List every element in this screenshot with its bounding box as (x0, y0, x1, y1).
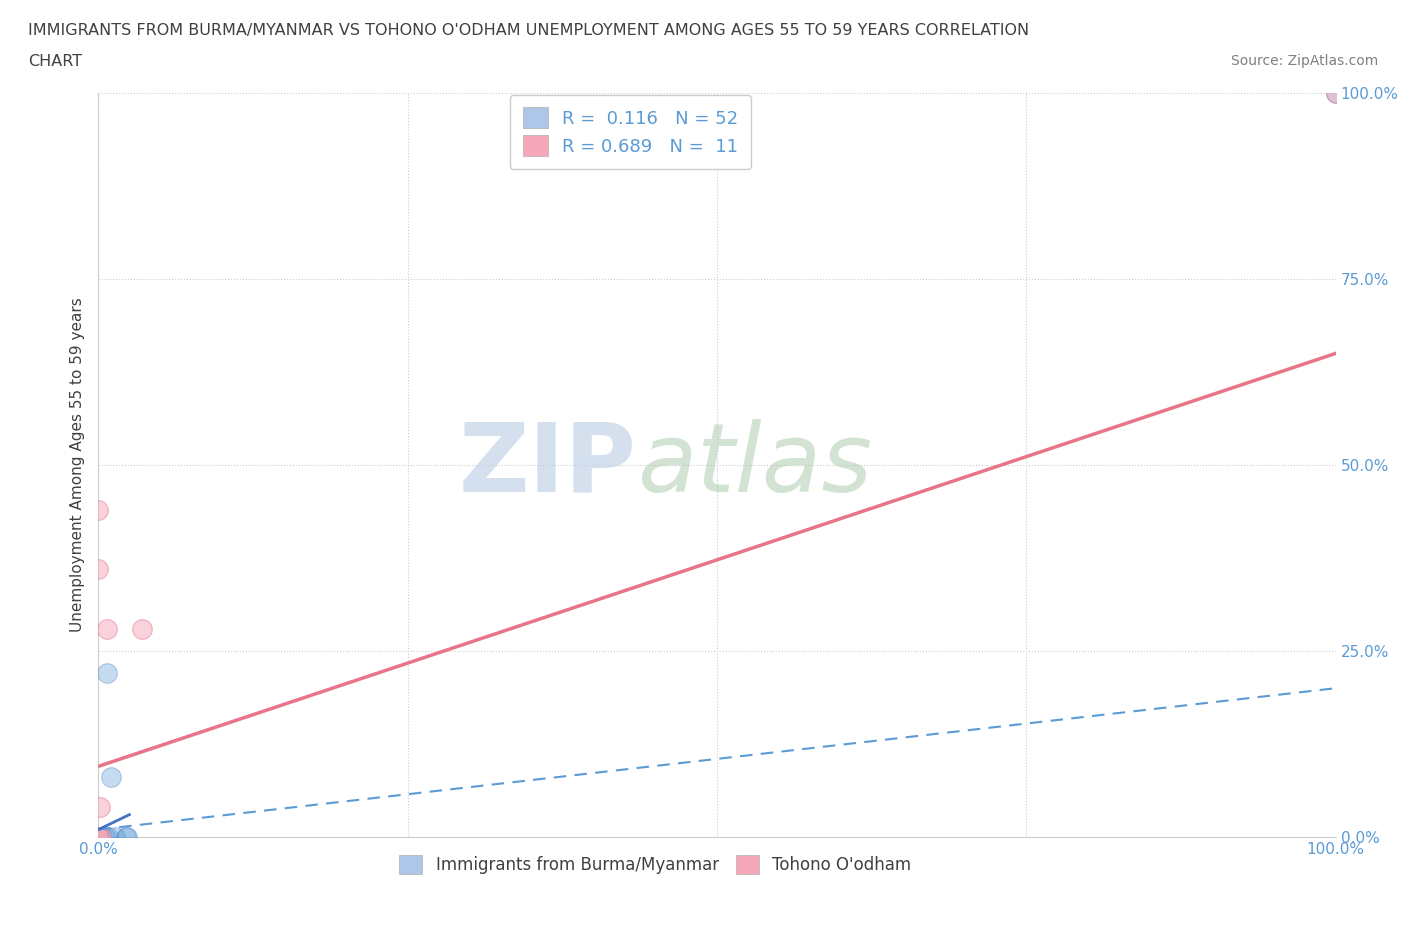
Point (96, 666, 118, 681)
Point (87, 830, 110, 844)
Point (87, 830, 110, 844)
Point (89, 800, 111, 815)
Point (87, 830, 110, 844)
Point (87, 830, 110, 844)
Point (87, 562, 110, 577)
Point (87, 830, 110, 844)
Text: IMMIGRANTS FROM BURMA/MYANMAR VS TOHONO O'ODHAM UNEMPLOYMENT AMONG AGES 55 TO 59: IMMIGRANTS FROM BURMA/MYANMAR VS TOHONO … (28, 23, 1029, 38)
Point (1324, 86, 1347, 100)
Point (87, 830, 110, 844)
Point (87, 830, 110, 844)
Point (87, 830, 110, 844)
Point (87, 830, 110, 844)
Text: ZIP: ZIP (458, 418, 637, 512)
Point (87, 830, 110, 844)
Y-axis label: Unemployment Among Ages 55 to 59 years: Unemployment Among Ages 55 to 59 years (69, 298, 84, 632)
Point (100, 770, 122, 785)
Point (87, 830, 110, 844)
Point (87, 830, 110, 844)
Point (87, 830, 110, 844)
Point (93, 830, 115, 844)
Point (115, 830, 138, 844)
Point (87, 830, 110, 844)
Point (87, 830, 110, 844)
Point (87, 830, 110, 844)
Point (87, 830, 110, 844)
Point (87, 830, 110, 844)
Point (87, 830, 110, 844)
Point (87, 830, 110, 844)
Point (87, 830, 110, 844)
Point (131, 621, 153, 636)
Point (87, 830, 110, 844)
Point (87, 502, 110, 517)
Point (87, 830, 110, 844)
Point (87, 830, 110, 844)
Point (1324, 86, 1347, 100)
Point (87, 830, 110, 844)
Point (87, 830, 110, 844)
Point (87, 830, 110, 844)
Point (87, 830, 110, 844)
Point (87, 830, 110, 844)
Point (87, 830, 110, 844)
Point (90, 830, 112, 844)
Point (96, 621, 118, 636)
Point (87, 830, 110, 844)
Point (87, 830, 110, 844)
Point (97, 830, 120, 844)
Point (87, 830, 110, 844)
Legend: Immigrants from Burma/Myanmar, Tohono O'odham: Immigrants from Burma/Myanmar, Tohono O'… (392, 848, 918, 881)
Point (87, 830, 110, 844)
Point (87, 830, 110, 844)
Point (87, 830, 110, 844)
Point (87, 830, 110, 844)
Point (114, 830, 136, 844)
Point (87, 830, 110, 844)
Point (87, 830, 110, 844)
Point (87, 830, 110, 844)
Point (87, 830, 110, 844)
Point (87, 830, 110, 844)
Text: atlas: atlas (637, 418, 872, 512)
Point (87, 830, 110, 844)
Point (87, 830, 110, 844)
Point (87, 830, 110, 844)
Text: Source: ZipAtlas.com: Source: ZipAtlas.com (1230, 54, 1378, 68)
Point (103, 830, 125, 844)
Point (87, 830, 110, 844)
Point (87, 830, 110, 844)
Text: CHART: CHART (28, 54, 82, 69)
Point (87, 830, 110, 844)
